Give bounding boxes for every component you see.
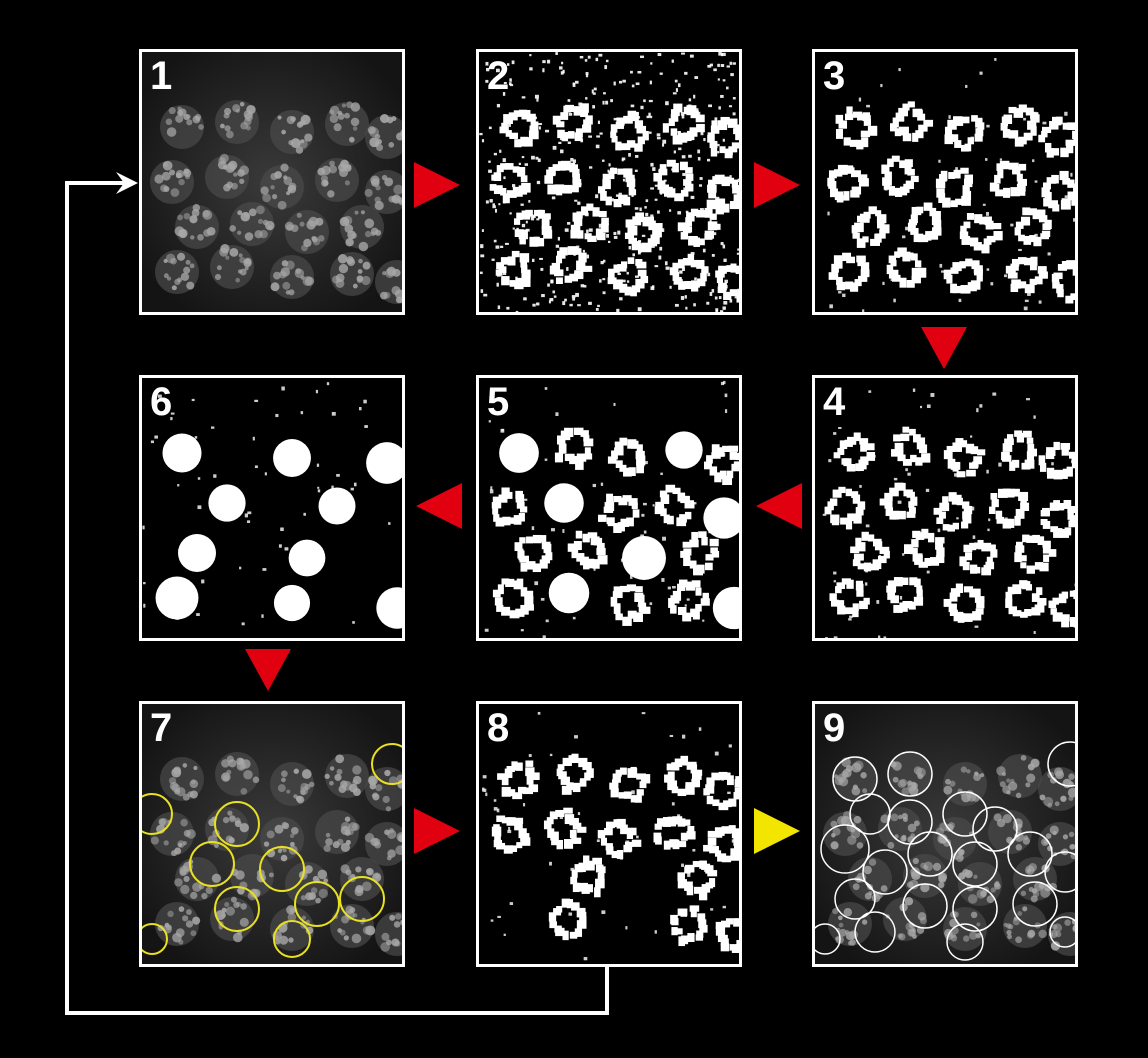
microscopy-texture: [815, 704, 1075, 964]
microscopy-texture: [479, 704, 739, 964]
flow-arrow-3-to-4: [921, 327, 967, 369]
panel-1-original-image: 1: [139, 49, 405, 315]
microscopy-texture: [479, 52, 739, 312]
panel-number: 9: [823, 706, 846, 750]
detection-circle: [1012, 881, 1058, 927]
detection-circle: [907, 831, 953, 877]
panel-number: 6: [150, 380, 173, 424]
panel-4-binary-image: 4: [812, 375, 1078, 641]
panel-7-detected-circles-image: 7: [139, 701, 405, 967]
detection-circle: [1049, 916, 1075, 948]
panel-8-residual-image: 8: [476, 701, 742, 967]
panel-number: 1: [150, 54, 173, 98]
detection-circle: [952, 841, 998, 887]
microscopy-texture: [479, 378, 739, 638]
flow-arrow-4-to-5: [756, 483, 802, 529]
microscopy-texture: [142, 52, 402, 312]
detection-circle: [942, 791, 988, 837]
microscopy-texture: [815, 378, 1075, 638]
panel-9-final-detection-image: 9: [812, 701, 1078, 967]
flow-arrow-7-to-8: [414, 808, 460, 854]
detection-circle: [1047, 741, 1075, 787]
panel-6-large-blobs-image: 6: [139, 375, 405, 641]
panel-number: 3: [823, 54, 846, 98]
flow-arrow-6-to-7: [245, 649, 291, 691]
panel-number: 4: [823, 380, 846, 424]
detection-circle: [1044, 851, 1075, 893]
detection-circle: [887, 751, 933, 797]
panel-number: 2: [487, 54, 510, 98]
detection-circle: [952, 886, 998, 932]
panel-2-threshold-image: 2: [476, 49, 742, 315]
flow-arrow-1-to-2: [414, 162, 460, 208]
flow-arrow-5-to-6: [416, 483, 462, 529]
panel-5-filled-image: 5: [476, 375, 742, 641]
panel-3-denoised-image: 3: [812, 49, 1078, 315]
detection-circle: [972, 806, 1018, 852]
detection-circle: [862, 849, 908, 895]
microscopy-texture: [142, 378, 402, 638]
flow-arrow-8-to-9: [754, 808, 800, 854]
microscopy-texture: [815, 52, 1075, 312]
detection-circle: [854, 911, 896, 953]
detection-circle: [815, 923, 841, 955]
panel-number: 8: [487, 706, 510, 750]
detection-circle: [820, 824, 870, 874]
detection-circle: [1007, 831, 1053, 877]
detection-circle: [902, 883, 948, 929]
detection-circle: [946, 923, 984, 961]
detection-circle: [834, 878, 876, 920]
microscopy-texture: [142, 704, 402, 964]
panel-number: 5: [487, 380, 510, 424]
flow-arrow-2-to-3: [754, 162, 800, 208]
panel-number: 7: [150, 706, 173, 750]
